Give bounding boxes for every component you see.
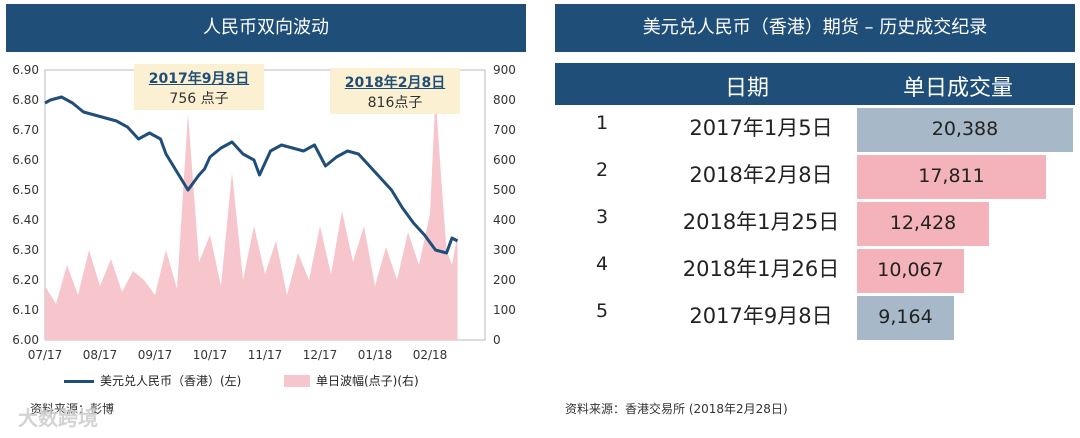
- right-source-note: 资料来源：香港交易所 (2018年2月28日): [565, 402, 788, 416]
- volume-bar: [857, 155, 1046, 199]
- y-left-tick-label: 6.60: [12, 153, 39, 167]
- x-tick-label: 12/17: [303, 348, 338, 362]
- legend-line-label: 美元兑人民币（香港）(左): [100, 374, 242, 388]
- y-right-tick-label: 200: [493, 273, 516, 287]
- row-volume: 17,811: [918, 165, 985, 187]
- row-rank: 1: [596, 112, 609, 134]
- left-chart-title: 人民币双向波动: [6, 4, 526, 52]
- row-volume: 9,164: [878, 306, 933, 328]
- table-row: 4 2018年1月26日 10,067: [555, 247, 1075, 293]
- y-left-tick-label: 6.50: [12, 183, 39, 197]
- y-left-tick-label: 6.30: [12, 243, 39, 257]
- x-tick-label: 10/17: [193, 348, 228, 362]
- volume-bar: [857, 296, 954, 340]
- volume-bar: [857, 202, 989, 246]
- y-right-tick-label: 100: [493, 303, 516, 317]
- y-left-tick-label: 6.10: [12, 303, 39, 317]
- table-row: 1 2017年1月5日 20,388: [555, 106, 1075, 152]
- table-header-date: 日期: [725, 76, 770, 101]
- annotation-title-2018: 2018年2月8日: [344, 75, 446, 91]
- annotation-value-2017: 756 点子: [169, 91, 229, 107]
- y-right-tick-label: 600: [493, 153, 516, 167]
- y-left-tick-label: 6.70: [12, 123, 39, 137]
- row-volume: 20,388: [931, 118, 999, 140]
- left-source-note: 资料来源：彭博: [30, 402, 115, 416]
- table-header: 日期 单日成交量: [555, 63, 1075, 105]
- right-table-title: 美元兑人民币（香港）期货 – 历史成交纪录: [555, 4, 1075, 52]
- row-rank: 2: [596, 159, 609, 181]
- row-rank: 3: [596, 206, 609, 228]
- x-tick-label: 02/18: [413, 348, 448, 362]
- y-right-tick-label: 500: [493, 183, 516, 197]
- y-right-tick-label: 800: [493, 93, 516, 107]
- table-row: 3 2018年1月25日 12,428: [555, 200, 1075, 246]
- y-right-tick-label: 900: [493, 63, 516, 77]
- daily-range-area: [45, 95, 458, 340]
- row-rank: 5: [596, 300, 609, 322]
- annotation-title-2017: 2017年9月8日: [148, 71, 250, 87]
- row-date: 2018年1月25日: [682, 210, 840, 234]
- x-tick-label: 01/18: [358, 348, 393, 362]
- chart-legend: 美元兑人民币（香港）(左) 单日波幅(点子)(右): [62, 372, 532, 390]
- row-date: 2017年1月5日: [689, 116, 833, 140]
- row-volume: 12,428: [889, 212, 957, 234]
- legend-area-swatch: [284, 375, 310, 387]
- legend-area-label: 单日波幅(点子)(右): [316, 374, 419, 388]
- table-header-volume: 单日成交量: [903, 76, 1014, 101]
- annotation-box-2017: 2017年9月8日 756 点子: [134, 64, 264, 110]
- usdcnh-line: [44, 95, 459, 255]
- table-row: 2 2018年2月8日 17,811: [555, 153, 1075, 199]
- annotation-box-2018: 2018年2月8日 816点子: [330, 68, 460, 114]
- row-date: 2017年9月8日: [689, 304, 833, 328]
- y-left-tick-label: 6.20: [12, 273, 39, 287]
- x-tick-label: 09/17: [138, 348, 173, 362]
- row-rank: 4: [596, 253, 609, 275]
- x-tick-label: 11/17: [248, 348, 283, 362]
- y-left-tick-label: 6.90: [12, 63, 39, 77]
- table-row: 5 2017年9月8日 9,164: [555, 294, 1075, 340]
- x-tick-label: 07/17: [28, 348, 63, 362]
- row-date: 2018年1月26日: [682, 257, 840, 281]
- y-left-tick-label: 6.40: [12, 213, 39, 227]
- watermark-logo: 大数跨境: [18, 406, 98, 430]
- volume-bar: [857, 108, 1073, 152]
- y-right-tick-label: 0: [493, 333, 501, 347]
- rmb-volatility-chart: 6.90 6.80 6.70 6.60 6.50 6.40 6.30 6.20 6.10 6.00…: [12, 63, 516, 362]
- y-right-tick-label: 700: [493, 123, 516, 137]
- row-date: 2018年2月8日: [689, 163, 833, 187]
- y-right-tick-label: 400: [493, 213, 516, 227]
- y-right-tick-label: 300: [493, 243, 516, 257]
- x-tick-label: 08/17: [83, 348, 118, 362]
- volume-bar: [857, 249, 964, 293]
- row-volume: 10,067: [877, 259, 944, 281]
- annotation-value-2018: 816点子: [367, 95, 423, 111]
- y-left-tick-label: 6.80: [12, 93, 39, 107]
- legend-line-swatch: [64, 380, 94, 383]
- y-left-tick-label: 6.00: [12, 333, 39, 347]
